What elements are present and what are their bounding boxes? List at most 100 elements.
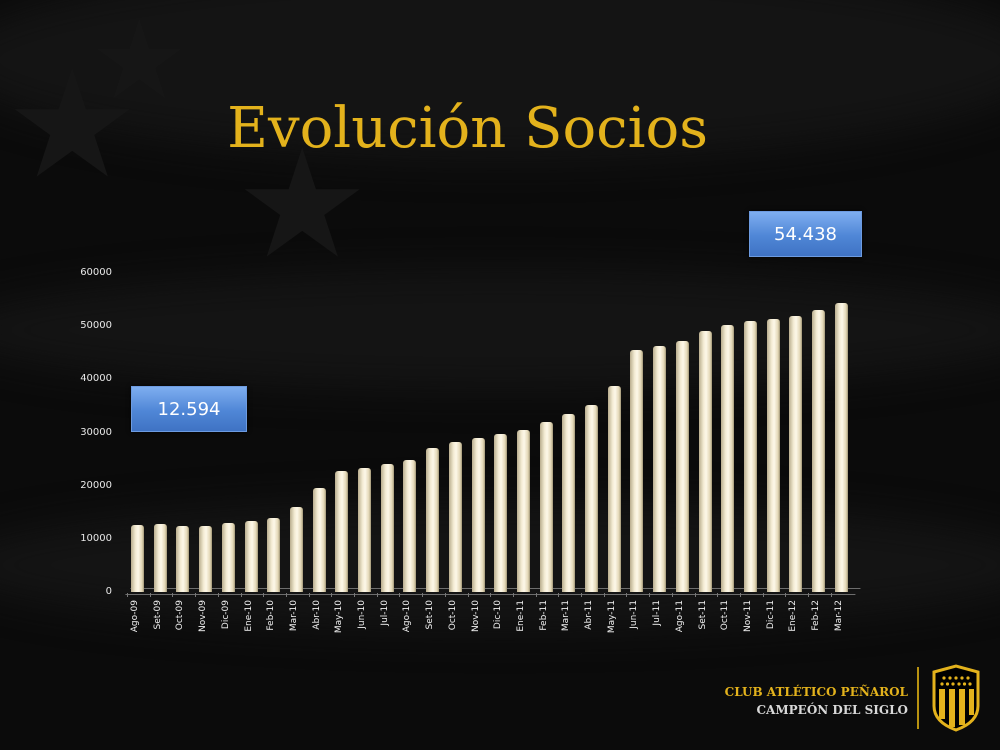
y-tick-label: 60000	[80, 267, 112, 278]
x-tick-mark	[581, 593, 582, 597]
x-tick-label: Nov-11	[742, 600, 753, 633]
bar-ene-11	[516, 429, 530, 592]
x-tick-mark	[308, 593, 310, 597]
x-tick-label: Set-10	[425, 600, 436, 630]
x-tick-mark	[376, 593, 378, 597]
bar-mar-11	[562, 414, 576, 592]
x-tick-label: Dic-09	[220, 600, 231, 630]
y-tick-label: 30000	[80, 426, 112, 438]
x-tick-mark	[830, 593, 832, 597]
x-tick-mark	[762, 593, 764, 597]
x-tick-mark	[717, 593, 719, 597]
bar-nov-11	[743, 320, 757, 592]
bar-jul-10	[380, 464, 394, 592]
bar-dic-09	[221, 522, 235, 592]
background-flag-stripe	[0, 0, 1000, 160]
x-tick-mark	[490, 593, 492, 597]
x-tick-label: Mar-11	[561, 600, 572, 632]
background-star-icon: ★	[5, 38, 140, 212]
bar-oct-10	[448, 441, 462, 592]
x-tick-label: Feb-12	[811, 600, 821, 631]
y-tick-label: 0	[105, 586, 112, 597]
x-tick-mark	[195, 593, 197, 597]
bar-may-10	[335, 470, 349, 592]
x-tick-mark	[354, 593, 355, 597]
x-tick-label: Feb-11	[538, 600, 549, 631]
x-tick-mark	[603, 593, 605, 597]
x-tick-mark	[263, 593, 265, 597]
club-brand: CLUB ATLÉTICO PEÑAROL CAMPEÓN DEL SIGLO	[725, 683, 908, 719]
x-tick-mark	[149, 593, 151, 597]
bar-mar-10	[289, 506, 303, 592]
bar-abr-11	[585, 404, 598, 592]
bar-ago-11	[675, 341, 689, 592]
bar-ago-10	[403, 460, 417, 592]
x-tick-label: Mar-10	[288, 600, 299, 632]
bar-oct-11	[721, 325, 735, 592]
x-tick-mark	[331, 593, 333, 597]
x-tick-label: Ago-10	[402, 600, 413, 633]
x-tick-label: Ene-10	[243, 600, 254, 632]
bar-set-10	[426, 448, 440, 592]
bar-feb-11	[539, 421, 553, 592]
club-motto: CAMPEÓN DEL SIGLO	[756, 703, 909, 717]
x-tick-label: Jun-11	[629, 600, 640, 629]
x-tick-label: Oct-09	[175, 600, 186, 631]
x-tick-label: Mar-12	[833, 600, 844, 632]
bar-jul-11	[653, 346, 667, 592]
x-tick-label: Oct-11	[720, 600, 731, 631]
x-tick-mark	[558, 593, 560, 597]
x-tick-mark	[172, 593, 174, 597]
x-tick-mark	[217, 593, 219, 597]
x-tick-mark	[467, 593, 469, 597]
x-tick-mark	[626, 593, 628, 597]
bar-mar-12	[834, 302, 848, 592]
x-tick-label: Feb-10	[266, 600, 277, 631]
x-tick-label: Nov-10	[470, 600, 481, 633]
x-tick-label: May-10	[334, 600, 345, 634]
x-tick-label: Oct-10	[447, 600, 458, 631]
x-tick-mark	[808, 593, 809, 597]
bar-feb-12	[812, 310, 825, 592]
x-tick-mark	[285, 593, 287, 597]
bar-nov-09	[199, 525, 213, 592]
bar-set-11	[698, 331, 712, 592]
x-tick-label: Ene-12	[788, 600, 799, 632]
bar-dic-11	[766, 318, 780, 592]
x-tick-label: Jun-10	[357, 600, 367, 629]
y-tick-label: 10000	[80, 532, 112, 544]
x-tick-label: May-11	[606, 600, 617, 634]
bar-jun-11	[630, 350, 644, 592]
x-tick-label: Jul-10	[379, 600, 390, 626]
bar-ago-09	[131, 525, 144, 592]
bar-feb-10	[267, 518, 281, 592]
x-tick-label: Set-09	[152, 600, 163, 630]
bar-may-11	[607, 385, 621, 592]
x-tick-mark	[127, 593, 128, 597]
background-star-icon: ★	[90, 0, 189, 124]
x-tick-label: Nov-09	[198, 600, 209, 633]
x-tick-mark	[535, 593, 537, 597]
x-tick-mark	[785, 593, 787, 597]
x-tick-mark	[739, 593, 741, 597]
x-tick-label: Dic-11	[765, 600, 776, 630]
slide-title: Evolución Socios	[227, 96, 708, 161]
x-tick-label: Dic-10	[493, 600, 504, 630]
bar-ene-10	[244, 521, 258, 592]
y-tick-label: 40000	[80, 373, 112, 385]
end-value-callout: 54.438	[749, 211, 862, 257]
start-value-callout: 12.594	[131, 386, 247, 432]
x-tick-label: Ago-11	[674, 600, 685, 633]
x-tick-mark	[399, 593, 401, 597]
x-tick-mark	[512, 593, 514, 597]
y-tick-label: 50000	[80, 320, 112, 332]
club-crest-icon	[932, 664, 980, 732]
bar-abr-10	[312, 487, 326, 592]
x-tick-mark	[671, 593, 673, 597]
x-tick-mark	[649, 593, 651, 597]
x-tick-label: Set-11	[697, 600, 708, 630]
bar-dic-10	[494, 433, 508, 592]
bar-set-09	[153, 523, 167, 592]
x-tick-label: Jul-11	[652, 600, 663, 626]
